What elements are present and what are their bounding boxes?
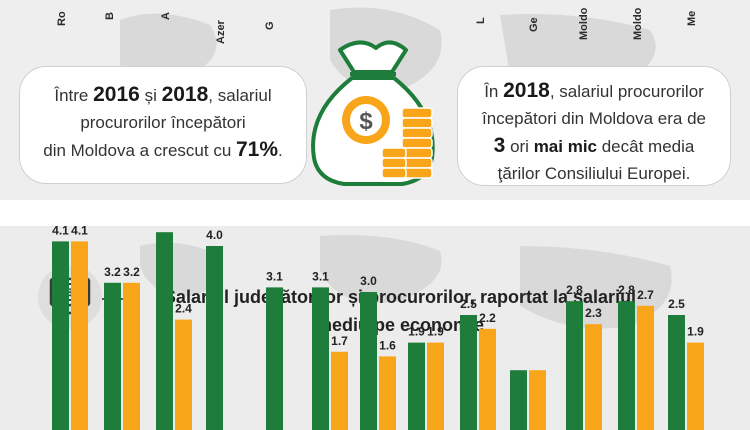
money-bag-icon: $: [311, 40, 435, 186]
bar-value-label: 4.1: [52, 226, 69, 237]
text: Între: [54, 86, 94, 105]
country-label: Azer: [215, 20, 227, 44]
bar-green: [510, 370, 527, 430]
section-divider: [0, 200, 750, 226]
text: , salariul: [208, 86, 272, 105]
bar-chart: 4.13.24.34.03.13.13.01.92.52.82.82.54.13…: [52, 226, 704, 430]
bar-green: [566, 301, 583, 430]
bar-orange: [687, 342, 704, 430]
bar-green: [206, 246, 223, 430]
text: ţărilor Consiliului Europei.: [497, 164, 691, 183]
bar-orange: [379, 356, 396, 430]
bar-value-label: 3.1: [312, 269, 329, 283]
bar-value-label: 1.9: [427, 325, 444, 339]
country-label: G: [264, 21, 276, 30]
text: și: [139, 86, 162, 105]
bar-green: [408, 342, 425, 430]
percent-value: 71%: [236, 138, 279, 161]
country-label: Me: [686, 10, 698, 26]
stat-card-right: În 2018, salariul procurorilor începător…: [458, 67, 730, 185]
bar-value-label: 2.8: [566, 283, 583, 297]
bar-value-label: 3.0: [360, 274, 377, 288]
country-label: Moldo: [632, 7, 644, 40]
bar-green: [460, 315, 477, 430]
emphasis-text: mai mic: [533, 137, 597, 156]
bar-value-label: 2.5: [460, 297, 477, 311]
bar-value-label: 3.2: [123, 265, 140, 279]
country-label: Moldo: [578, 7, 590, 40]
stat-card-left: Între 2016 și 2018, salariul procurorilo…: [20, 67, 306, 183]
bar-value-label: 1.9: [687, 325, 704, 339]
bar-value-label: 4.1: [71, 226, 88, 237]
country-label: L: [475, 17, 487, 24]
bar-orange: [175, 319, 192, 430]
bar-green: [360, 292, 377, 430]
text: , salariul procurorilor: [549, 82, 704, 101]
bar-value-label: 2.5: [668, 297, 685, 311]
text: .: [278, 141, 283, 160]
bar-orange: [71, 241, 88, 430]
year-2018: 2018: [503, 79, 550, 102]
bar-orange: [479, 328, 496, 430]
svg-text:$: $: [359, 108, 373, 135]
bar-value-label: 1.6: [379, 338, 396, 352]
bar-value-label: 2.7: [637, 288, 654, 302]
bar-green: [52, 241, 69, 430]
bar-green: [618, 301, 635, 430]
year-2016: 2016: [93, 83, 140, 106]
bar-green: [156, 232, 173, 430]
text: procurorilor începători: [80, 113, 246, 132]
bar-orange: [585, 324, 602, 430]
svg-text:$: $: [67, 287, 73, 299]
text: ori: [505, 137, 534, 156]
bar-value-label: 2.2: [479, 311, 496, 325]
bar-green: [266, 287, 283, 430]
text: începători din Moldova era de: [482, 109, 706, 128]
bar-orange: [529, 370, 546, 430]
bar-orange: [331, 351, 348, 430]
bar-value-label: 4.3: [156, 226, 173, 228]
bar-value-label: 4.0: [206, 228, 223, 242]
year-2018: 2018: [161, 83, 209, 106]
times-value: 3: [493, 134, 506, 157]
bar-green: [668, 315, 685, 430]
bar-orange: [427, 342, 444, 430]
bar-value-label: 2.8: [618, 283, 635, 297]
country-label: A: [160, 12, 172, 20]
bar-value-label: 2.4: [175, 302, 192, 316]
bar-value-label: 1.7: [331, 334, 348, 348]
bar-orange: [123, 282, 140, 430]
text: decât media: [597, 137, 695, 156]
text: În: [484, 82, 504, 101]
country-label: Ro: [56, 11, 68, 26]
bar-value-label: 2.3: [585, 306, 602, 320]
text: din Moldova a crescut cu: [43, 141, 236, 160]
bar-value-label: 3.1: [266, 269, 283, 283]
bar-green: [104, 282, 121, 430]
top-section: Ro B A Azer G L Ge Moldo Moldo Me Între …: [0, 0, 750, 200]
bar-green: [312, 287, 329, 430]
country-label: Ge: [528, 17, 540, 32]
bar-value-label: 1.9: [408, 325, 425, 339]
bar-value-label: 3.2: [104, 265, 121, 279]
country-label: B: [104, 12, 116, 20]
bar-orange: [637, 305, 654, 430]
